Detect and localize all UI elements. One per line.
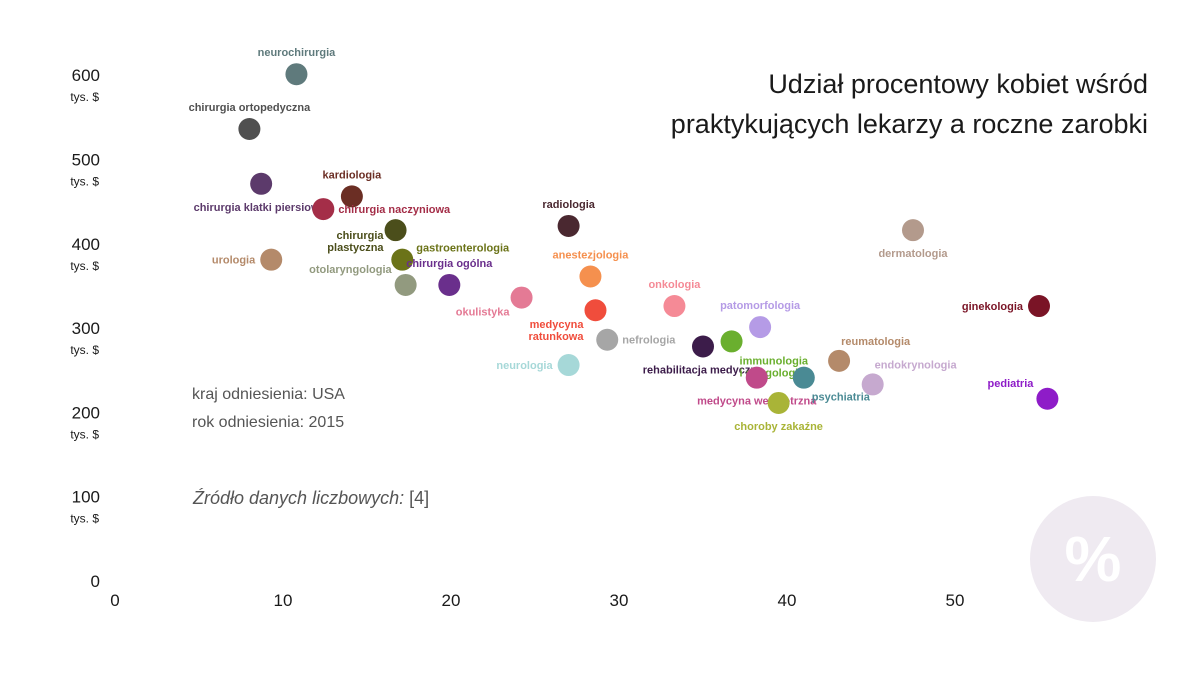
x-tick-label: 0 [110,591,119,610]
y-tick-unit: tys. $ [70,343,99,357]
point-label: onkologia [648,279,701,291]
point-label: medycyna ratunkowa [528,319,584,343]
data-point [384,219,407,242]
point-label: chirurgia ogólna [406,258,493,270]
point-label: chirurgia klatki piersiowej [194,202,329,214]
data-point [238,117,261,140]
point-label: nefrologia [622,335,676,347]
point-label: anestezjologia [553,250,630,262]
point-label: patomorfologia [720,300,801,312]
data-point [792,366,815,389]
data-point [579,265,602,288]
percent-icon: % [1030,496,1156,622]
point-label: okulistyka [456,307,511,319]
point-label: kardiologia [323,169,383,181]
data-point [596,328,619,351]
point-label: pediatria [988,378,1035,390]
data-point [391,248,414,271]
data-point [250,172,273,195]
data-point [749,316,772,339]
y-tick-unit: tys. $ [70,512,99,526]
reference-country: kraj odniesienia: USA [192,386,345,403]
data-point [260,248,283,271]
point-label: rehabilitacja medyczna [643,364,764,376]
chart-title-line-2: praktykujących lekarzy a roczne zarobki [670,109,1148,139]
data-point [438,273,461,296]
data-point [663,295,686,318]
data-point [557,354,580,377]
y-axis: 0 100 tys. $ 200 tys. $ 300 tys. $ 400 tys. $ 500… [70,66,100,591]
x-tick-label: 40 [778,591,797,610]
y-tick-label: 600 [72,66,100,85]
data-point [584,299,607,322]
point-label: ginekologia [962,301,1024,313]
point-label: chirurgia plastyczna [327,230,384,254]
y-tick-label: 500 [72,151,100,170]
x-tick-label: 30 [610,591,629,610]
data-source-label: Źródło danych liczbowych: [193,488,405,508]
y-tick-unit: tys. $ [70,175,99,189]
y-tick-label: 300 [72,319,100,338]
x-tick-label: 20 [442,591,461,610]
data-point [828,349,851,372]
chart-title-line-1: Udział procentowy kobiet wśród [768,69,1148,99]
y-tick-label: 400 [72,235,100,254]
point-label: chirurgia naczyniowa [338,204,451,216]
data-point [767,391,790,414]
y-tick-label: 200 [72,403,100,422]
point-label: urologia [212,255,256,267]
data-point [510,286,533,309]
point-label: chirurgia ortopedyczna [189,102,312,114]
point-label: radiologia [542,199,595,211]
x-tick-label: 10 [274,591,293,610]
y-tick-label: 0 [91,572,100,591]
point-label: gastroenterologia [416,243,510,255]
point-label: choroby zakaźne [734,421,823,433]
chart-title: Udział procentowy kobiet wśród praktykuj… [671,64,1148,144]
data-source: Źródło danych liczbowych: [4] [193,488,429,509]
data-point [1028,295,1050,318]
data-point [285,63,308,86]
data-point [394,273,417,296]
x-tick-label: 50 [946,591,965,610]
data-point [1036,387,1059,410]
data-point [745,366,768,389]
point-label: medycyna wewnętrzna [697,396,817,408]
data-point [557,214,580,237]
y-tick-unit: tys. $ [70,427,99,441]
y-tick-unit: tys. $ [70,259,99,273]
y-tick-label: 100 [72,488,100,507]
point-label: otolaryngologia [309,264,392,276]
data-point [312,198,335,221]
data-source-ref: [4] [409,488,430,508]
y-tick-unit: tys. $ [70,90,99,104]
data-point [692,335,714,358]
point-label: neurologia [496,360,553,372]
data-point [861,373,884,396]
data-point [720,330,743,353]
point-label: dermatologia [878,248,948,260]
reference-year: rok odniesienia: 2015 [192,414,345,431]
data-points: neurochirurgia chirurgia ortopedyczna chir… [189,47,1059,433]
data-point [902,219,924,242]
point-label: psychiatria [812,392,871,404]
data-point [340,185,363,208]
point-label: endokrynologia [875,359,958,371]
point-label: reumatologia [841,336,911,348]
x-axis: 0 10 20 30 40 50 [110,591,964,610]
point-label: neurochirurgia [258,47,337,59]
